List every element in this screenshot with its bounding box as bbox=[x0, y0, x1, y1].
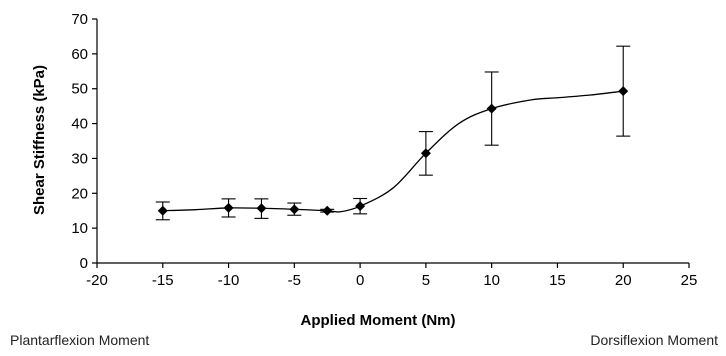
x-tick-label: 20 bbox=[615, 272, 632, 289]
y-tick-label: 40 bbox=[71, 116, 88, 133]
x-tick-label: 15 bbox=[549, 272, 566, 289]
data-point bbox=[157, 205, 168, 216]
data-point bbox=[223, 202, 234, 213]
x-tick-label: -15 bbox=[152, 272, 174, 289]
shear-stiffness-chart: 0 10 20 30 40 50 60 70 -20 -15 -10 -5 0 5 10 15 20 25 Ap… bbox=[31, 11, 697, 329]
x-tick-label: 25 bbox=[681, 272, 698, 289]
data-point bbox=[322, 205, 333, 216]
trend-line bbox=[162, 90, 624, 213]
y-tick-label: 0 bbox=[80, 255, 88, 272]
y-tick-label: 60 bbox=[71, 46, 88, 63]
x-tick-label: -5 bbox=[288, 272, 301, 289]
data-point bbox=[355, 201, 366, 212]
y-tick-label: 10 bbox=[71, 220, 88, 237]
y-tick-label: 30 bbox=[71, 150, 88, 167]
data-markers bbox=[157, 86, 629, 216]
error-bars bbox=[155, 45, 631, 221]
x-tick-label: -20 bbox=[86, 272, 108, 289]
data-point bbox=[289, 204, 300, 215]
x-tick-label: 10 bbox=[483, 272, 500, 289]
x-tick-label: 5 bbox=[422, 272, 430, 289]
y-axis-title: Shear Stiffness (kPa) bbox=[31, 65, 48, 215]
data-point bbox=[618, 86, 629, 97]
x-axis-title: Applied Moment (Nm) bbox=[301, 312, 456, 329]
data-point bbox=[486, 103, 497, 114]
x-axis-ticks: -20 -15 -10 -5 0 5 10 15 20 25 bbox=[86, 263, 697, 289]
data-point bbox=[420, 148, 431, 159]
x-tick-label: 0 bbox=[356, 272, 364, 289]
y-tick-label: 50 bbox=[71, 81, 88, 98]
dorsiflexion-label: Dorsiflexion Moment bbox=[590, 332, 718, 348]
data-point bbox=[256, 203, 267, 214]
y-axis-ticks: 0 10 20 30 40 50 60 70 bbox=[71, 11, 97, 272]
plantarflexion-label: Plantarflexion Moment bbox=[10, 332, 150, 348]
y-tick-label: 20 bbox=[71, 185, 88, 202]
y-tick-label: 70 bbox=[71, 11, 88, 28]
x-tick-label: -10 bbox=[218, 272, 240, 289]
